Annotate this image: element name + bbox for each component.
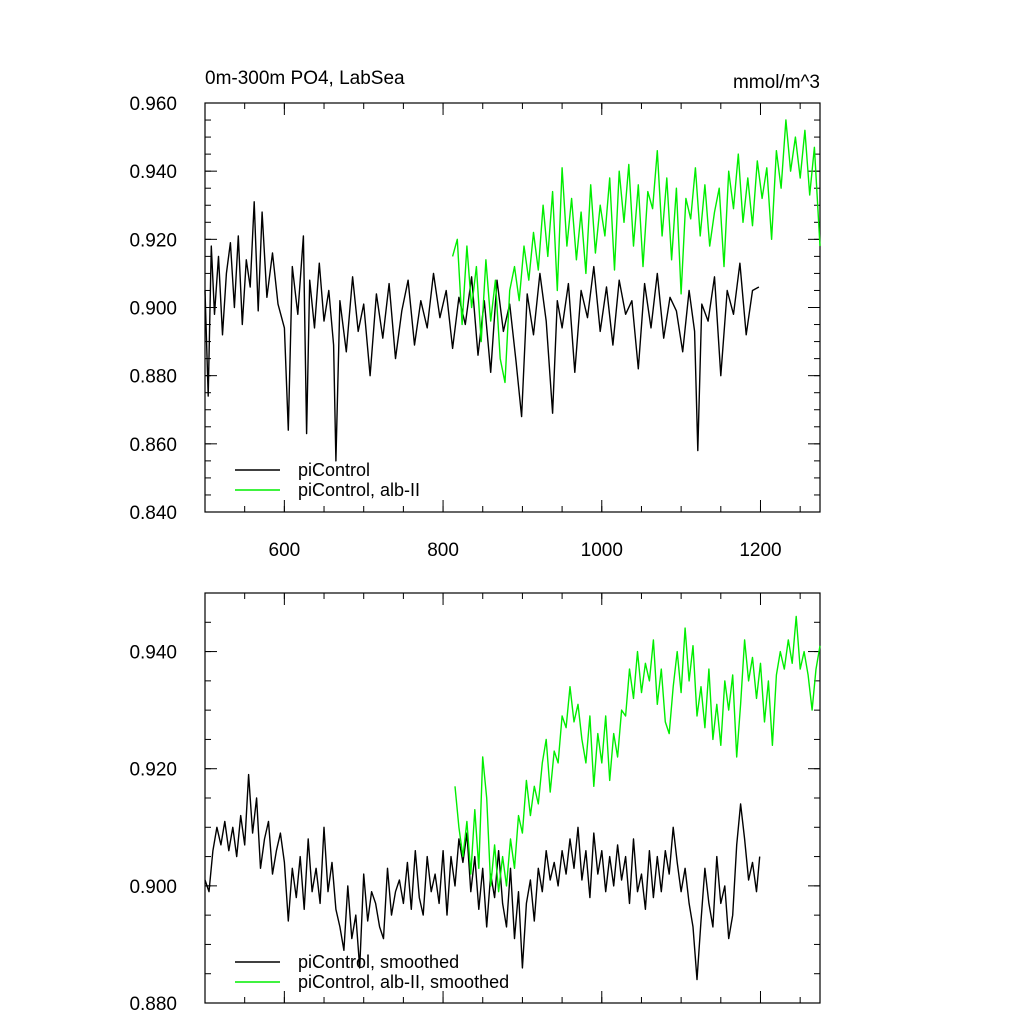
series-line-alb-ii-top <box>451 119 821 384</box>
top-panel: 0m-300m PO4, LabSea mmol/m^3 0.8400.8600… <box>129 68 821 561</box>
y-tick-label: 0.880 <box>129 367 177 388</box>
y-tick-label: 0.940 <box>129 643 177 664</box>
top-axis-ticks <box>204 102 820 513</box>
y-tick-label: 0.840 <box>129 503 177 524</box>
x-tick-label: 600 <box>269 540 301 561</box>
y-tick-label: 0.880 <box>129 994 177 1015</box>
bottom-y-tick-labels: 0.880 0.900 0.920 0.940 <box>129 643 177 1015</box>
top-y-tick-labels: 0.840 0.860 0.880 0.900 0.920 0.940 0.960 <box>129 94 177 524</box>
top-series-group <box>204 119 821 462</box>
bottom-plot-frame <box>204 592 821 1004</box>
series-line-picontrol-bottom <box>204 773 761 981</box>
legend-label-picontrol-smoothed: piControl, smoothed <box>298 952 459 972</box>
y-tick-label: 0.940 <box>129 162 177 183</box>
series-line-picontrol-top <box>204 201 760 462</box>
series-line-alb-ii-bottom <box>454 615 821 893</box>
y-tick-label: 0.960 <box>129 94 177 115</box>
x-tick-label: 1000 <box>581 540 623 561</box>
legend-label-alb-smoothed: piControl, alb-II, smoothed <box>298 972 509 992</box>
bottom-series-group <box>204 615 821 981</box>
y-tick-label: 0.920 <box>129 230 177 251</box>
top-x-tick-labels: 600 800 1000 1200 <box>269 540 782 561</box>
bottom-axis-ticks <box>204 592 820 1004</box>
top-legend: piControl piControl, alb-II <box>235 460 420 500</box>
top-chart-title: 0m-300m PO4, LabSea <box>205 68 405 89</box>
y-tick-label: 0.900 <box>129 877 177 898</box>
legend-label-alb: piControl, alb-II <box>298 480 420 500</box>
top-chart-units: mmol/m^3 <box>733 72 820 93</box>
x-tick-label: 800 <box>427 540 459 561</box>
y-tick-label: 0.900 <box>129 299 177 320</box>
x-tick-label: 1200 <box>739 540 781 561</box>
bottom-panel: 0.880 0.900 0.920 0.940 piControl, smoothed… <box>129 592 821 1015</box>
bottom-legend: piControl, smoothed piControl, alb-II, s… <box>235 952 509 992</box>
y-tick-label: 0.860 <box>129 435 177 456</box>
legend-label-picontrol: piControl <box>298 460 370 480</box>
y-tick-label: 0.920 <box>129 760 177 781</box>
